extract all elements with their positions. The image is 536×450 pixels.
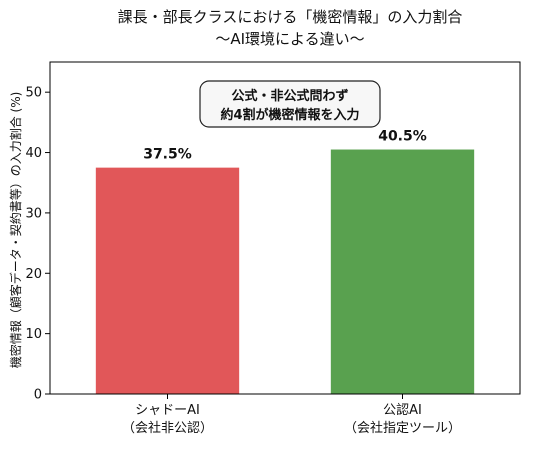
bar-2 [330,149,475,394]
annotation-box [199,80,381,128]
x-tick-label-line1: 公認AI [383,402,422,418]
bars [95,149,475,394]
x-tick-label-line2: （会社非公認） [122,420,213,436]
y-axis-label: 機密情報（顧客データ・契約書等）の入力割合 (%) [8,92,23,369]
x-tick-label-line2: （会社指定ツール） [344,420,461,436]
y-tick-label: 30 [25,206,42,221]
value-label-2: 40.5% [378,129,427,145]
y-tick-label: 0 [34,388,42,403]
y-axis-ticks: 0 10 20 30 40 50 [25,86,50,403]
y-tick-label: 20 [25,267,42,282]
value-label-1: 37.5% [143,147,192,163]
y-tick-label: 50 [25,86,42,101]
x-axis-ticks: シャドーAI （会社非公認） 公認AI （会社指定ツール） [122,394,461,436]
annotation-line1: 公式・非公式問わず [231,88,348,104]
value-labels: 37.5% 40.5% [143,129,427,163]
chart-title: 課長・部長クラスにおける「機密情報」の入力割合 [118,8,463,26]
bar-1 [95,167,240,394]
y-tick-label: 10 [25,327,42,342]
annotation: 公式・非公式問わず 約4割が機密情報を入力 [199,80,381,128]
y-tick-label: 40 [25,146,42,161]
plot-frame [49,61,521,395]
annotation-line2: 約4割が機密情報を入力 [220,107,359,123]
x-tick-label-line1: シャドーAI [135,403,200,418]
chart-subtitle: 〜AI環境による違い〜 [215,30,364,48]
